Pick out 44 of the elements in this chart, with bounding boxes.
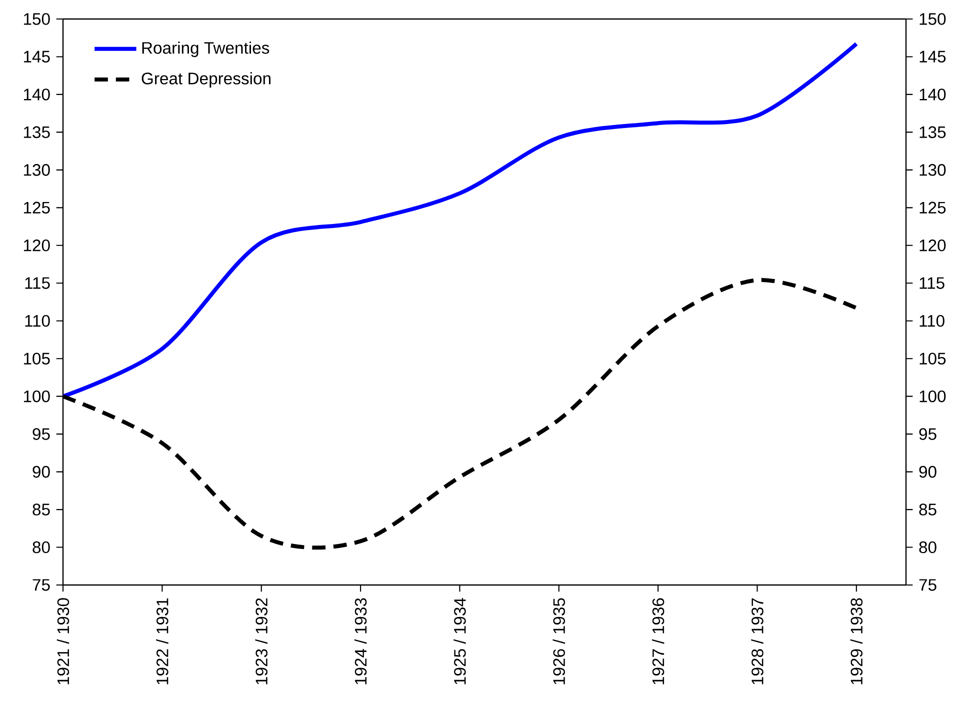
- y2-tick-label: 140: [24, 88, 50, 100]
- y2-tick-label: 110: [25, 314, 50, 327]
- x-tick-label: 1921 / 1930: [56, 598, 70, 684]
- y-tick-label: 120: [920, 240, 946, 252]
- x-tick-label: 1923 / 1932: [255, 598, 268, 684]
- y2-tick-label: 145: [24, 50, 50, 63]
- y2-tick-label: 125: [24, 202, 50, 214]
- x-tick-label: 1922 / 1931: [156, 598, 168, 684]
- y-tick-label: 130: [920, 164, 946, 176]
- y-tick-label: 95: [919, 428, 936, 440]
- y2-tick-label: 75: [32, 579, 50, 591]
- y-tick-label: 135: [920, 126, 946, 138]
- y2-tick-label: 120: [24, 240, 50, 252]
- y-tick-label: 140: [920, 88, 946, 100]
- y-tick-label: 150: [920, 13, 946, 25]
- y-tick-label: 75: [919, 579, 936, 591]
- y-tick-label: 105: [920, 352, 946, 365]
- x-tick-label: 1924 / 1933: [354, 598, 367, 684]
- y2-tick-label: 105: [24, 352, 50, 365]
- x-tick-label: 1928 / 1937: [751, 598, 764, 684]
- x-tick-label: 1927 / 1936: [652, 598, 664, 684]
- y2-tick-label: 130: [24, 164, 50, 176]
- x-tick-label: 1929 / 1938: [850, 598, 863, 684]
- y-tick-label: 125: [920, 202, 946, 214]
- y-tick-label: 110: [920, 314, 944, 327]
- y2-tick-label: 95: [32, 428, 50, 440]
- y2-tick-label: 80: [32, 541, 50, 554]
- y-tick-label: 115: [920, 277, 944, 289]
- y2-tick-label: 150: [24, 13, 50, 25]
- y-tick-label: 90: [919, 466, 936, 478]
- legend-label: Great Depression: [142, 72, 270, 88]
- x-tick-label: 1925 / 1934: [454, 598, 466, 684]
- y2-tick-label: 85: [32, 504, 50, 516]
- y2-tick-label: 90: [32, 466, 50, 478]
- y-tick-label: 85: [919, 504, 936, 516]
- x-tick-label: 1926 / 1935: [552, 598, 566, 684]
- legend-label: Roaring Twenties: [142, 42, 270, 58]
- y-tick-label: 100: [920, 390, 946, 402]
- y2-tick-label: 100: [24, 390, 50, 402]
- line-series: [63, 42, 858, 398]
- y2-tick-label: 115: [25, 277, 50, 289]
- y-tick-label: 80: [919, 541, 936, 554]
- y2-tick-label: 135: [24, 126, 50, 138]
- y-tick-label: 145: [920, 50, 946, 63]
